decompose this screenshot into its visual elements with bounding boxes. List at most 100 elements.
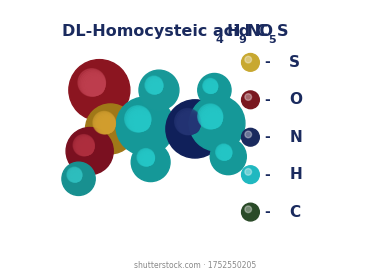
Circle shape bbox=[202, 108, 222, 129]
Circle shape bbox=[186, 120, 200, 134]
Text: 9: 9 bbox=[238, 35, 246, 45]
Circle shape bbox=[68, 168, 82, 182]
Circle shape bbox=[67, 167, 82, 182]
Circle shape bbox=[73, 135, 94, 156]
Circle shape bbox=[207, 113, 222, 128]
Circle shape bbox=[150, 81, 162, 94]
Circle shape bbox=[208, 115, 222, 128]
Circle shape bbox=[137, 149, 154, 166]
Circle shape bbox=[84, 146, 93, 155]
Circle shape bbox=[199, 105, 223, 129]
Text: 5: 5 bbox=[268, 35, 276, 45]
Circle shape bbox=[203, 109, 222, 128]
Circle shape bbox=[81, 72, 105, 96]
Circle shape bbox=[78, 139, 94, 155]
Circle shape bbox=[83, 144, 93, 155]
Circle shape bbox=[133, 114, 150, 131]
Circle shape bbox=[82, 143, 93, 155]
Circle shape bbox=[190, 96, 245, 151]
Circle shape bbox=[210, 85, 217, 93]
Circle shape bbox=[204, 80, 218, 93]
Circle shape bbox=[103, 121, 114, 133]
Circle shape bbox=[128, 109, 151, 132]
Text: H: H bbox=[289, 167, 302, 182]
Circle shape bbox=[241, 53, 259, 71]
Text: -: - bbox=[264, 130, 270, 144]
Circle shape bbox=[138, 120, 149, 130]
Circle shape bbox=[145, 157, 154, 165]
Circle shape bbox=[69, 169, 82, 182]
Circle shape bbox=[209, 116, 222, 128]
Circle shape bbox=[66, 127, 113, 175]
Circle shape bbox=[222, 150, 231, 160]
Circle shape bbox=[177, 111, 200, 134]
Circle shape bbox=[166, 100, 224, 158]
Circle shape bbox=[198, 73, 231, 107]
Circle shape bbox=[100, 118, 115, 133]
Circle shape bbox=[84, 74, 105, 95]
Circle shape bbox=[206, 81, 217, 93]
Circle shape bbox=[245, 131, 252, 138]
Circle shape bbox=[217, 146, 232, 160]
Circle shape bbox=[146, 158, 154, 165]
Text: N: N bbox=[289, 130, 302, 145]
Circle shape bbox=[139, 150, 154, 166]
Circle shape bbox=[70, 170, 82, 182]
Circle shape bbox=[180, 114, 200, 134]
Circle shape bbox=[89, 80, 104, 95]
Circle shape bbox=[76, 138, 94, 155]
Circle shape bbox=[144, 156, 154, 165]
Circle shape bbox=[94, 113, 115, 134]
Circle shape bbox=[147, 78, 163, 94]
Circle shape bbox=[136, 117, 150, 131]
Text: shutterstock.com · 1752550205: shutterstock.com · 1752550205 bbox=[134, 261, 256, 270]
Circle shape bbox=[146, 77, 163, 94]
Circle shape bbox=[175, 109, 201, 135]
Circle shape bbox=[82, 73, 105, 96]
Circle shape bbox=[241, 91, 259, 109]
Text: -: - bbox=[264, 55, 270, 69]
Circle shape bbox=[80, 141, 94, 155]
Circle shape bbox=[148, 79, 163, 94]
Circle shape bbox=[95, 114, 115, 134]
Circle shape bbox=[91, 82, 104, 95]
Circle shape bbox=[221, 149, 231, 160]
Circle shape bbox=[187, 121, 199, 133]
Text: S: S bbox=[289, 55, 300, 70]
Text: DL-Homocysteic acid C: DL-Homocysteic acid C bbox=[62, 24, 268, 39]
Circle shape bbox=[245, 94, 252, 100]
Circle shape bbox=[72, 172, 82, 182]
Circle shape bbox=[79, 140, 94, 155]
Circle shape bbox=[98, 116, 115, 133]
Circle shape bbox=[134, 115, 150, 131]
Circle shape bbox=[198, 104, 223, 129]
Circle shape bbox=[223, 152, 231, 159]
Circle shape bbox=[75, 175, 81, 181]
Circle shape bbox=[152, 84, 162, 93]
Text: C: C bbox=[289, 205, 300, 220]
Circle shape bbox=[184, 118, 200, 134]
Circle shape bbox=[130, 111, 150, 131]
Circle shape bbox=[144, 155, 154, 165]
Circle shape bbox=[179, 113, 200, 134]
Circle shape bbox=[131, 143, 170, 182]
Circle shape bbox=[129, 110, 151, 132]
Text: O: O bbox=[289, 92, 302, 107]
Circle shape bbox=[104, 122, 114, 133]
Circle shape bbox=[210, 139, 246, 175]
Text: S: S bbox=[277, 24, 288, 39]
Circle shape bbox=[216, 144, 232, 160]
Circle shape bbox=[151, 82, 162, 94]
Circle shape bbox=[224, 153, 231, 159]
Circle shape bbox=[88, 79, 104, 95]
Circle shape bbox=[92, 83, 104, 95]
Circle shape bbox=[73, 173, 81, 181]
Circle shape bbox=[211, 117, 221, 127]
Circle shape bbox=[93, 111, 115, 134]
Circle shape bbox=[207, 82, 217, 93]
Circle shape bbox=[183, 117, 200, 134]
Circle shape bbox=[203, 78, 218, 94]
Circle shape bbox=[73, 173, 81, 181]
Circle shape bbox=[153, 85, 162, 93]
Circle shape bbox=[138, 150, 154, 166]
